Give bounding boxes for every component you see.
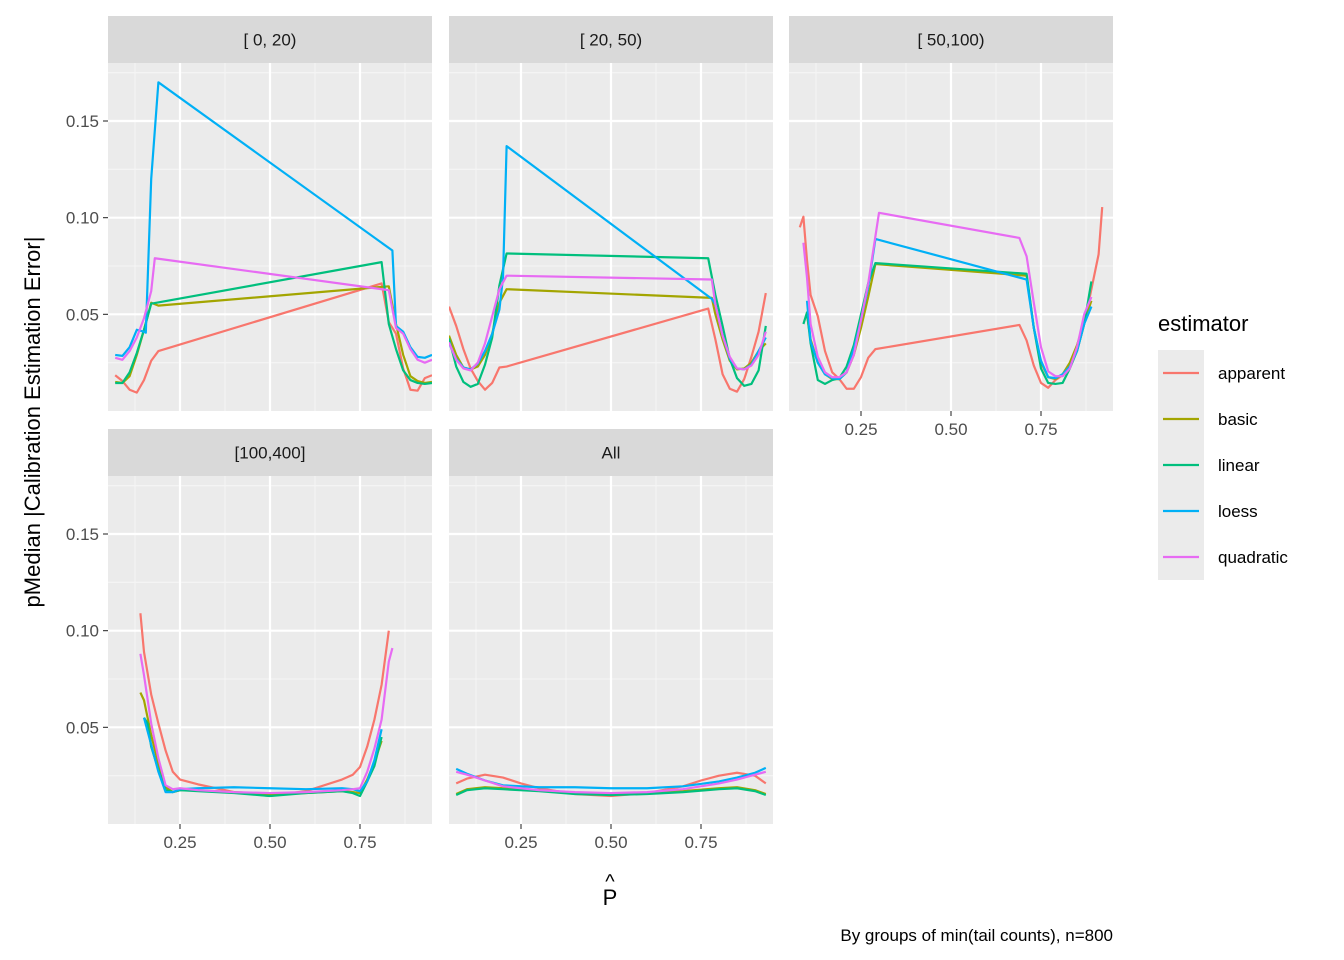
x-tick-label: 0.75 <box>684 833 717 852</box>
series-line-apparent <box>449 292 767 393</box>
y-tick-label: 0.05 <box>66 305 99 324</box>
series-line-basic <box>115 285 432 385</box>
x-tick-label: 0.50 <box>253 833 286 852</box>
x-tick-label: 0.75 <box>343 833 376 852</box>
legend-label-apparent: apparent <box>1218 364 1285 383</box>
facet-strip <box>108 16 432 63</box>
series-line-quadratic <box>114 257 432 364</box>
y-tick-label: 0.10 <box>66 209 99 228</box>
series-line-loess <box>115 81 432 359</box>
facet-strip <box>449 16 773 63</box>
x-tick-label: 0.25 <box>844 420 877 439</box>
series-line-linear <box>115 261 432 386</box>
x-axis-label-hat: ^ <box>605 871 615 893</box>
series-line-quadratic <box>802 211 1093 379</box>
series-line-linear <box>449 252 767 388</box>
x-tick-label: 0.25 <box>504 833 537 852</box>
series-group <box>449 145 767 393</box>
legend-label-loess: loess <box>1218 502 1258 521</box>
facet-strip-label: [ 20, 50) <box>580 31 642 50</box>
facet-strip-label: [ 0, 20) <box>244 31 297 50</box>
series-line-linear <box>455 787 767 797</box>
facet-panel: [100,400] 0.05 0.10 0.15 0.25 0.50 0.75 <box>66 429 432 852</box>
series-group <box>798 206 1104 390</box>
x-axis-label-text: P <box>603 885 618 910</box>
legend: estimator apparent basic linear loess quadrat… <box>1158 311 1288 580</box>
x-axis-label: ^ P <box>603 871 618 910</box>
x-tick-label: 0.50 <box>934 420 967 439</box>
y-tick-label: 0.15 <box>66 112 99 131</box>
facet-panel: [ 50,100) 0.25 0.50 0.75 <box>789 16 1113 439</box>
y-tick-label: 0.10 <box>66 622 99 641</box>
facet-panel: [ 20, 50) <box>449 16 773 411</box>
y-tick-label: 0.05 <box>66 718 99 737</box>
series-line-quadratic <box>455 770 767 795</box>
facet-strip-label: [ 50,100) <box>917 31 984 50</box>
legend-label-quadratic: quadratic <box>1218 548 1288 567</box>
facet-strip-label: [100,400] <box>235 444 306 463</box>
y-axis-label: pMedian |Calibration Estimation Error| <box>20 237 45 608</box>
legend-title: estimator <box>1158 311 1248 336</box>
series-line-linear <box>802 262 1093 386</box>
caption: By groups of min(tail counts), n=800 <box>840 926 1113 945</box>
facet-strip <box>108 429 432 476</box>
x-tick-label: 0.25 <box>163 833 196 852</box>
facet-panel: [ 0, 20) 0.05 0.10 0.15 <box>66 16 432 411</box>
series-line-quadratic <box>449 274 767 372</box>
facet-panels: [ 0, 20) 0.05 0.10 0.15 [ 20, 50) [ 50,100) 0.… <box>66 16 1113 852</box>
legend-label-basic: basic <box>1218 410 1258 429</box>
series-line-apparent <box>114 282 432 394</box>
facet-strip <box>449 429 773 476</box>
x-tick-label: 0.75 <box>1024 420 1057 439</box>
x-tick-label: 0.50 <box>594 833 627 852</box>
series-line-loess <box>142 717 383 794</box>
facet-strip-label: All <box>602 444 621 463</box>
series-group <box>139 613 394 798</box>
legend-label-linear: linear <box>1218 456 1260 475</box>
series-group <box>114 81 432 394</box>
facet-strip <box>789 16 1113 63</box>
series-line-quadratic <box>139 647 394 795</box>
series-group <box>455 766 767 798</box>
y-tick-label: 0.15 <box>66 525 99 544</box>
facet-panel: All 0.25 0.50 0.75 <box>449 429 773 852</box>
